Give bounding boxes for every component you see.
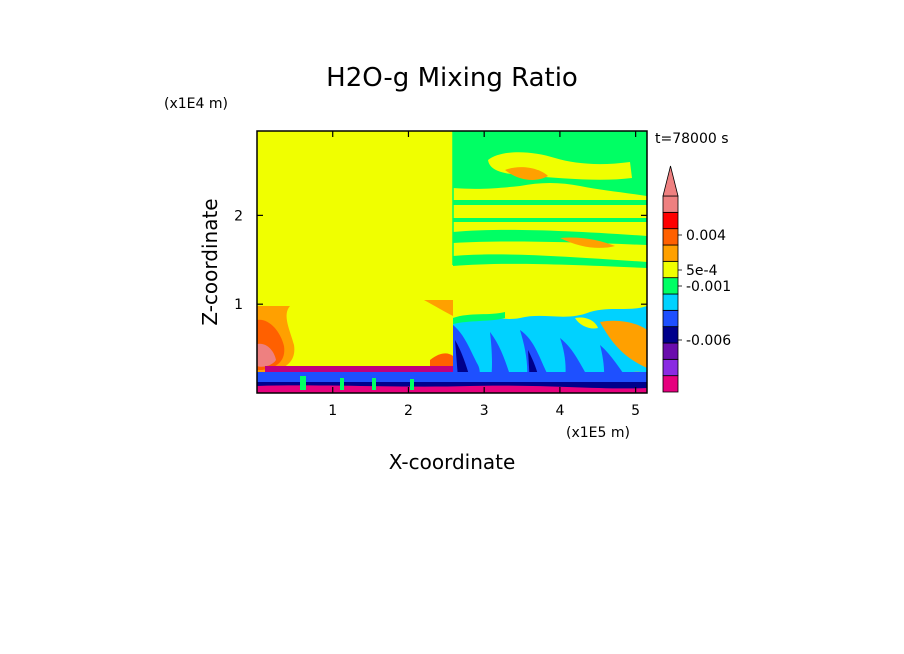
colorbar: 0.004 5e-4-0.001 -0.006 <box>662 165 731 393</box>
x-tick-label: 5 <box>631 403 640 419</box>
plot-border <box>256 130 648 394</box>
x-tick-label: 4 <box>555 403 564 419</box>
colorbar-label: -0.006 <box>686 333 731 349</box>
colorbar-label: -0.001 <box>686 279 731 295</box>
field-right-upper <box>453 131 647 268</box>
green-region <box>453 312 505 324</box>
colorbar-segment <box>662 228 679 246</box>
x-axis-label: X-coordinate <box>389 450 516 474</box>
colorbar-segment <box>662 375 679 393</box>
field-right-lower <box>453 306 647 393</box>
orange-step <box>430 353 453 366</box>
colorbar-segment <box>662 342 679 360</box>
orange-patch-mid <box>560 237 615 248</box>
colorbar-segment <box>662 277 679 295</box>
y-scale-label: (x1E4 m) <box>164 96 228 112</box>
orange-patch-top <box>505 167 548 180</box>
orange-wedge <box>424 300 453 316</box>
magenta-bottom <box>257 385 647 393</box>
green-band-mid <box>453 200 647 205</box>
colorbar-segment <box>662 358 679 377</box>
x-tick-label: 1 <box>328 403 337 419</box>
navy-core-1 <box>455 340 470 378</box>
field-bottom-layer <box>257 366 647 393</box>
plot-area <box>256 130 648 394</box>
colorbar-segment <box>662 309 679 328</box>
colorbar-segment <box>662 211 679 230</box>
colorbar-segment <box>662 195 679 213</box>
colorbar-label: 0.004 <box>686 228 726 244</box>
orange-region <box>600 320 647 368</box>
colorbar-arrow <box>662 165 679 197</box>
colorbar-segment <box>662 326 679 344</box>
pink-left-core <box>257 343 276 367</box>
colorbar-segment <box>662 244 679 262</box>
magenta-line <box>265 366 453 372</box>
y-tick-label: 1 <box>234 297 243 313</box>
green-band-mid2 <box>453 218 647 222</box>
axis-ticks: 1 2 3 4 5 1 2 <box>234 131 647 419</box>
yellow-streak <box>575 317 598 329</box>
colorbar-segment <box>662 293 679 311</box>
x-scale-label: (x1E5 m) <box>566 425 630 441</box>
chart-title: H2O-g Mixing Ratio <box>326 63 578 93</box>
colorbar-label: 5e-4 <box>686 263 718 279</box>
x-tick-label: 3 <box>480 403 489 419</box>
field-left <box>257 300 453 372</box>
x-tick-label: 2 <box>404 403 413 419</box>
y-tick-label: 2 <box>234 208 243 224</box>
time-label: t=78000 s <box>655 131 729 147</box>
y-axis-label: Z-coordinate <box>198 198 222 325</box>
green-band-deep <box>453 254 647 268</box>
colorbar-segment <box>662 260 679 279</box>
